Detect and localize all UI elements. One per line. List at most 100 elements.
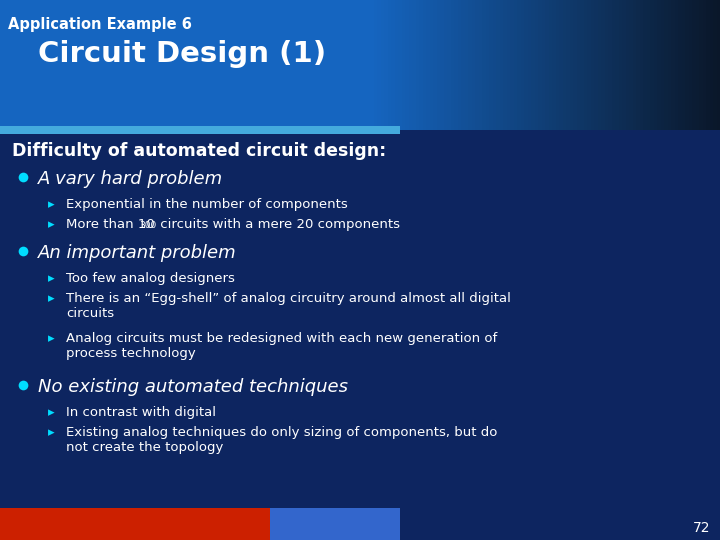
Bar (556, 0, 564, 130)
Bar (636, 0, 644, 130)
Bar (479, 0, 487, 130)
Text: ▸: ▸ (48, 218, 55, 231)
Bar (552, 0, 560, 130)
Text: Analog circuits must be redesigned with each new generation of
process technolog: Analog circuits must be redesigned with … (66, 332, 498, 360)
Bar (590, 0, 599, 130)
Bar (626, 0, 634, 130)
Bar (583, 0, 592, 130)
Bar (468, 0, 476, 130)
Bar (426, 0, 434, 130)
Bar (464, 0, 473, 130)
Bar (489, 0, 498, 130)
Text: Circuit Design (1): Circuit Design (1) (38, 40, 326, 68)
Bar (657, 0, 665, 130)
Bar (664, 0, 672, 130)
Bar (615, 0, 624, 130)
Bar (370, 0, 378, 130)
Bar (0, 508, 270, 540)
Bar (643, 0, 651, 130)
Text: ▸: ▸ (48, 406, 55, 419)
Bar (457, 0, 466, 130)
Bar (688, 0, 697, 130)
Bar (444, 0, 451, 130)
Bar (671, 0, 679, 130)
Bar (618, 0, 626, 130)
Bar (0, 126, 400, 134)
Bar (402, 0, 410, 130)
Bar (270, 508, 400, 540)
Bar (513, 0, 522, 130)
Text: ▸: ▸ (48, 292, 55, 305)
Bar (598, 0, 606, 130)
Text: A vary hard problem: A vary hard problem (38, 170, 223, 188)
Bar (423, 0, 431, 130)
Bar (703, 0, 711, 130)
Bar (475, 0, 483, 130)
Bar (654, 0, 662, 130)
Bar (528, 0, 536, 130)
Bar (451, 0, 459, 130)
Bar (632, 0, 641, 130)
Text: circuits with a mere 20 components: circuits with a mere 20 components (156, 218, 400, 231)
Bar (559, 0, 567, 130)
Bar (566, 0, 575, 130)
Bar (436, 0, 445, 130)
Bar (706, 0, 714, 130)
Text: Exponential in the number of components: Exponential in the number of components (66, 198, 348, 211)
Bar (380, 0, 389, 130)
Bar (461, 0, 469, 130)
Bar (398, 0, 406, 130)
Bar (440, 0, 448, 130)
Text: 72: 72 (693, 521, 710, 535)
Bar (573, 0, 581, 130)
Bar (667, 0, 675, 130)
Bar (601, 0, 609, 130)
Text: No existing automated techniques: No existing automated techniques (38, 378, 348, 396)
Bar (374, 0, 382, 130)
Bar (692, 0, 701, 130)
Bar (675, 0, 683, 130)
Bar (699, 0, 707, 130)
Bar (716, 0, 720, 130)
Bar (506, 0, 515, 130)
Bar (412, 0, 420, 130)
Bar (545, 0, 553, 130)
Text: ▸: ▸ (48, 272, 55, 285)
Text: ▸: ▸ (48, 426, 55, 439)
Bar (594, 0, 602, 130)
Bar (485, 0, 494, 130)
Bar (503, 0, 511, 130)
Bar (482, 0, 490, 130)
Bar (541, 0, 549, 130)
Bar (492, 0, 500, 130)
Bar (605, 0, 613, 130)
Bar (577, 0, 585, 130)
Bar (587, 0, 595, 130)
Bar (521, 0, 528, 130)
Bar (415, 0, 423, 130)
Text: Difficulty of automated circuit design:: Difficulty of automated circuit design: (12, 142, 386, 160)
Text: 300: 300 (139, 221, 156, 230)
Bar (433, 0, 441, 130)
Bar (608, 0, 616, 130)
Bar (696, 0, 703, 130)
Bar (419, 0, 427, 130)
Text: An important problem: An important problem (38, 244, 237, 262)
Bar (534, 0, 543, 130)
Bar (562, 0, 571, 130)
Bar (395, 0, 402, 130)
Text: ▸: ▸ (48, 332, 55, 345)
Text: ▸: ▸ (48, 198, 55, 211)
Bar (639, 0, 648, 130)
Bar (0, 130, 720, 540)
Bar (517, 0, 525, 130)
Bar (384, 0, 392, 130)
Bar (531, 0, 539, 130)
Bar (538, 0, 546, 130)
Bar (500, 0, 508, 130)
Bar (660, 0, 669, 130)
Bar (713, 0, 720, 130)
Bar (685, 0, 693, 130)
Bar (647, 0, 654, 130)
Bar (405, 0, 413, 130)
